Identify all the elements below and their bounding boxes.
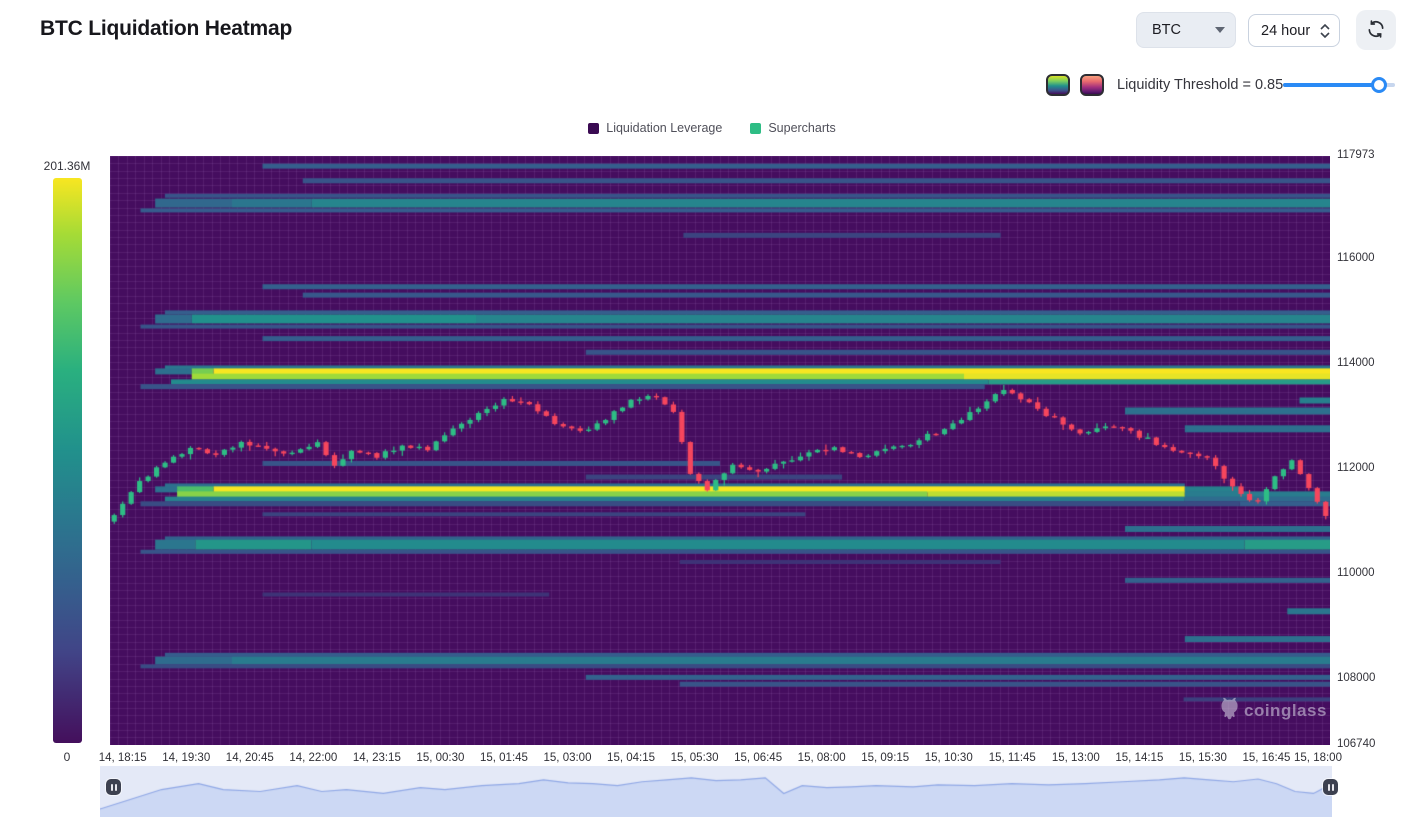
price-axis-tick: 112000 (1337, 462, 1375, 474)
timeframe-select[interactable]: 24 hour (1248, 14, 1340, 47)
time-axis-tick: 15, 11:45 (989, 752, 1036, 764)
time-axis-tick: 15, 03:00 (544, 752, 592, 764)
price-axis-tick: 110000 (1337, 567, 1375, 579)
timeframe-select-value: 24 hour (1261, 23, 1310, 39)
colorbar (53, 178, 82, 743)
time-axis-tick: 14, 22:00 (289, 752, 337, 764)
time-axis-tick: 15, 15:30 (1179, 752, 1227, 764)
symbol-select-value: BTC (1152, 22, 1181, 38)
legend-item-liquidation-leverage[interactable]: Liquidation Leverage (588, 121, 722, 135)
navigator-right-handle[interactable] (1323, 779, 1338, 795)
slider-fill (1283, 83, 1379, 87)
time-axis-tick: 15, 08:00 (798, 752, 846, 764)
time-axis-tick: 15, 16:45 (1242, 752, 1290, 764)
time-axis-tick: 15, 04:15 (607, 752, 655, 764)
price-axis-tick: 116000 (1337, 252, 1375, 264)
time-axis-tick: 15, 13:00 (1052, 752, 1100, 764)
symbol-select[interactable]: BTC (1136, 12, 1236, 48)
refresh-button[interactable] (1356, 10, 1396, 50)
chevron-down-icon (1215, 27, 1225, 33)
viridis-colormap-button[interactable] (1046, 74, 1070, 96)
legend-label: Supercharts (768, 121, 835, 135)
time-axis-tick: 15, 14:15 (1115, 752, 1163, 764)
liquidity-threshold-slider[interactable] (1283, 83, 1395, 87)
time-axis-tick: 15, 01:45 (480, 752, 528, 764)
time-axis-tick: 14, 18:15 (99, 752, 147, 764)
colorbar-max-label: 201.36M (36, 159, 98, 173)
colorbar-min-label: 0 (36, 750, 98, 764)
page-title: BTC Liquidation Heatmap (40, 17, 292, 41)
legend-swatch-purple (588, 123, 599, 134)
magma-colormap-button[interactable] (1080, 74, 1104, 96)
time-axis-tick: 15, 09:15 (861, 752, 909, 764)
time-axis-tick: 15, 05:30 (671, 752, 719, 764)
time-axis-tick: 15, 10:30 (925, 752, 973, 764)
time-axis-tick: 14, 19:30 (162, 752, 210, 764)
time-axis-tick: 15, 00:30 (416, 752, 464, 764)
navigator-minichart[interactable] (100, 766, 1332, 817)
refresh-icon (1366, 19, 1386, 42)
price-axis-tick: 106740 (1337, 738, 1375, 750)
chart-legend: Liquidation Leverage Supercharts (0, 121, 1424, 135)
liquidation-heatmap-canvas[interactable] (110, 156, 1330, 745)
legend-swatch-green (750, 123, 761, 134)
time-axis-tick: 15, 18:00 (1294, 752, 1342, 764)
price-axis-tick: 114000 (1337, 357, 1375, 369)
price-axis-tick: 117973 (1337, 149, 1375, 161)
time-axis-tick: 15, 06:45 (734, 752, 782, 764)
time-axis-tick: 14, 23:15 (353, 752, 401, 764)
time-axis-tick: 14, 20:45 (226, 752, 274, 764)
navigator-left-handle[interactable] (106, 779, 121, 795)
price-axis-tick: 108000 (1337, 672, 1375, 684)
liquidity-threshold-label: Liquidity Threshold = 0.85 (1117, 77, 1283, 93)
liquidation-heatmap-page: BTC Liquidation Heatmap BTC 24 hour Liqu… (0, 0, 1424, 827)
unfold-more-icon (1320, 24, 1330, 38)
legend-label: Liquidation Leverage (606, 121, 722, 135)
slider-thumb[interactable] (1371, 77, 1387, 93)
legend-item-supercharts[interactable]: Supercharts (750, 121, 835, 135)
